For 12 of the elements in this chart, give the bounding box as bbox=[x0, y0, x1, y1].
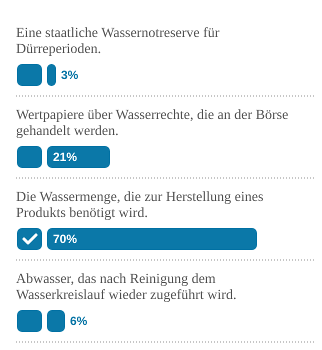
data-label: 21% bbox=[53, 150, 78, 164]
data-label: 3% bbox=[61, 68, 79, 82]
bar bbox=[47, 64, 56, 86]
bar bbox=[47, 310, 65, 332]
y-tick-label: Eine staatliche Wassernotreserve für Dürreperioden. bbox=[16, 26, 220, 57]
bar bbox=[47, 228, 257, 250]
y-tick-label: Die Wassermenge, die zur Herstellung eines Produkts benötigt wird. bbox=[16, 190, 264, 221]
y-tick-label: Wertpapiere über Wasserrechte, die an der Börse gehandelt werden. bbox=[16, 108, 288, 139]
y-tick-label: Abwasser, das nach Reinigung dem Wasserkreislauf wieder zugeführt wird. bbox=[16, 272, 236, 303]
data-label: 70% bbox=[53, 232, 78, 246]
bar bbox=[47, 146, 110, 168]
data-label: 6% bbox=[70, 314, 88, 328]
